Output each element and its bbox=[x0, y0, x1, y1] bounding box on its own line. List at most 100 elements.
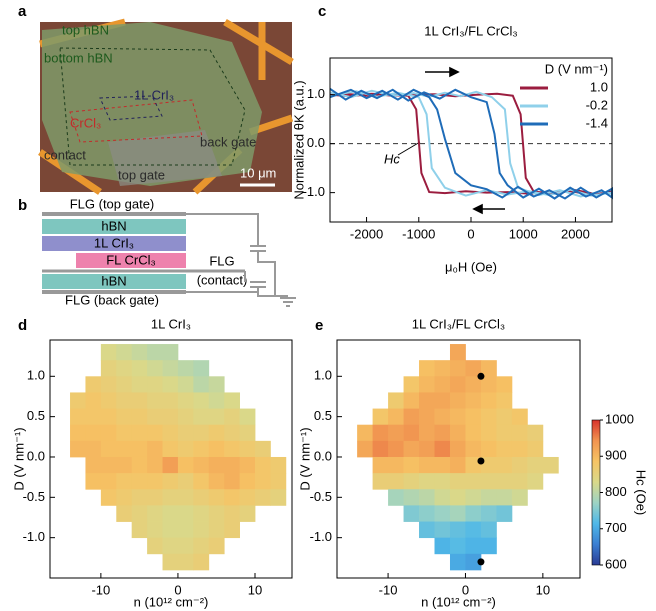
heatmap-cell bbox=[434, 521, 451, 539]
plot-frame bbox=[336, 339, 581, 579]
heatmap-cell bbox=[100, 456, 117, 474]
heatmap-cell bbox=[131, 456, 148, 474]
heatmap-cell bbox=[449, 505, 466, 522]
heatmap-cell bbox=[419, 408, 435, 426]
heatmap-cell bbox=[147, 408, 163, 426]
heatmap-cell bbox=[116, 440, 133, 458]
heatmap-cell bbox=[449, 344, 466, 361]
heatmap-cell bbox=[372, 408, 389, 426]
heatmap-cell bbox=[419, 456, 435, 474]
heatmap-cell bbox=[480, 489, 497, 506]
heatmap-cell bbox=[527, 440, 544, 458]
heatmap-cell bbox=[480, 408, 497, 426]
heatmap-cell bbox=[177, 456, 194, 474]
heatmap-cell bbox=[465, 521, 482, 539]
heatmap-cell bbox=[70, 392, 86, 409]
colorbar-tick-label: 900 bbox=[605, 448, 627, 463]
heatmap-cell bbox=[177, 376, 194, 393]
layer-label: hBN bbox=[101, 273, 126, 288]
heatmap-cell bbox=[193, 537, 210, 555]
heatmap-cell bbox=[419, 473, 435, 490]
heatmap-cell bbox=[177, 424, 194, 442]
marker bbox=[477, 457, 485, 465]
heatmap-cell bbox=[511, 489, 528, 506]
heatmap-cell bbox=[177, 553, 194, 571]
y-tick-label: 0.0 bbox=[307, 135, 325, 150]
heatmap-cell bbox=[239, 456, 256, 474]
heatmap-cell bbox=[434, 392, 451, 409]
x-tick-label: 10 bbox=[536, 582, 550, 597]
y-tick-label: 0.0 bbox=[314, 448, 332, 463]
marker bbox=[477, 372, 485, 380]
heatmap-cell bbox=[224, 489, 240, 506]
y-tick-label: -1.0 bbox=[310, 529, 332, 544]
legend-label: 1.0 bbox=[590, 79, 608, 94]
heatmap-cell bbox=[208, 392, 225, 409]
heatmap-cell bbox=[208, 456, 225, 474]
heatmap-cell bbox=[270, 473, 287, 490]
heatmap-cell bbox=[70, 408, 86, 426]
heatmap-cell bbox=[147, 440, 163, 458]
heatmap-cell bbox=[434, 489, 451, 506]
annotation-arrow bbox=[397, 141, 421, 156]
heatmap-cell bbox=[449, 521, 466, 539]
y-tick-label: 0.5 bbox=[27, 408, 45, 423]
heatmap-cell bbox=[527, 473, 544, 490]
heatmap-cell bbox=[147, 344, 163, 361]
image-label: CrCl₃ bbox=[70, 115, 101, 130]
panel-letter: b bbox=[18, 197, 27, 214]
heatmap-cell bbox=[496, 440, 513, 458]
heatmap-cell bbox=[480, 505, 497, 522]
heatmap-cell bbox=[403, 440, 420, 458]
heatmap-cell bbox=[496, 489, 513, 506]
heatmap-cell bbox=[388, 408, 404, 426]
colorbar bbox=[591, 419, 601, 566]
heatmap-cell bbox=[449, 473, 466, 490]
heatmap-cell bbox=[162, 344, 179, 361]
heatmap-cell bbox=[480, 424, 497, 442]
x-tick-label: 0 bbox=[462, 582, 469, 597]
heatmap-cell bbox=[449, 440, 466, 458]
x-tick-label: -2000 bbox=[350, 226, 383, 241]
heatmap-cell bbox=[224, 424, 240, 442]
heatmap-cell bbox=[208, 376, 225, 393]
heatmap-cell bbox=[419, 521, 435, 539]
layer-label: hBN bbox=[101, 218, 126, 233]
heatmap-cell bbox=[224, 440, 240, 458]
heatmap-cell bbox=[496, 424, 513, 442]
micrograph: top hBN bottom hBN 1L CrI₃ CrCl₃ contact… bbox=[38, 18, 294, 195]
heatmap-cell bbox=[465, 456, 482, 474]
heatmap-cell bbox=[496, 505, 513, 522]
heatmap-cell bbox=[496, 456, 513, 474]
image-label: bottom hBN bbox=[44, 50, 113, 65]
colorbar-tick-label: 1000 bbox=[605, 411, 634, 426]
image-label: back gate bbox=[200, 134, 256, 149]
heatmap-cell bbox=[465, 392, 482, 409]
layer bbox=[76, 253, 186, 268]
layer-label: FLG (back gate) bbox=[65, 292, 159, 307]
heatmap-cell bbox=[147, 376, 163, 393]
heatmap-cell bbox=[357, 440, 373, 458]
heatmap-cell bbox=[147, 489, 163, 506]
heatmap-cell bbox=[193, 392, 210, 409]
heatmap-cell bbox=[465, 408, 482, 426]
heatmap-cell bbox=[162, 473, 179, 490]
heatmap-cell bbox=[193, 456, 210, 474]
heatmap-cell bbox=[100, 392, 117, 409]
contact-label: (contact) bbox=[197, 272, 248, 287]
heatmap-cell bbox=[116, 408, 133, 426]
heatmap-cell bbox=[116, 392, 133, 409]
heatmap-cell bbox=[162, 553, 179, 571]
y-axis-label: D (V nm⁻¹) bbox=[297, 427, 312, 490]
heatmap-cell bbox=[193, 360, 210, 377]
heatmap-cell bbox=[372, 424, 389, 442]
heatmap-cell bbox=[511, 440, 528, 458]
heatmap-cell bbox=[147, 521, 163, 539]
heatmap-cell bbox=[480, 440, 497, 458]
heatmap-cell bbox=[434, 424, 451, 442]
heatmap-cell bbox=[372, 473, 389, 490]
image-label: top gate bbox=[118, 167, 165, 182]
heatmap-cell bbox=[255, 489, 271, 506]
y-tick-label: 1.0 bbox=[307, 86, 325, 101]
